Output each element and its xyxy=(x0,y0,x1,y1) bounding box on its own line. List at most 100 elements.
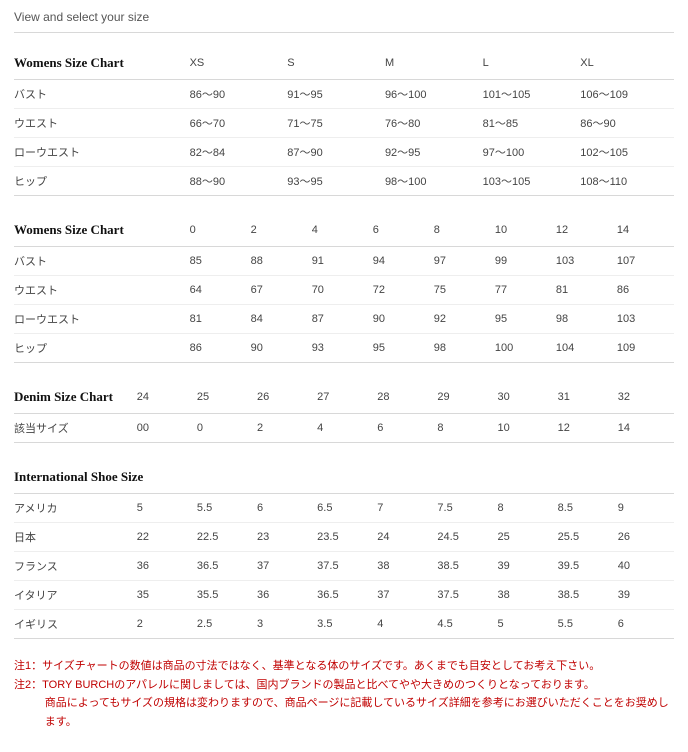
cell: 12 xyxy=(554,414,614,443)
cell: 14 xyxy=(614,414,674,443)
table-row: 該当サイズ0002468101214 xyxy=(14,414,674,443)
note-line: 注2：TORY BURCHのアパレルに関しましては、国内ブランドの製品と比べてや… xyxy=(14,676,674,695)
cell: 102〜105 xyxy=(576,138,674,167)
cell: 4 xyxy=(373,610,433,639)
cell: 39 xyxy=(614,581,674,610)
cell: 37 xyxy=(253,552,313,581)
cell: 77 xyxy=(491,276,552,305)
cell: 90 xyxy=(247,334,308,363)
cell: 6.5 xyxy=(313,494,373,523)
size-chart-table: Womens Size ChartXSSMLXLバスト86〜9091〜9596〜… xyxy=(14,47,674,196)
column-header: 8 xyxy=(430,214,491,247)
size-chart: International Shoe Sizeアメリカ55.566.577.58… xyxy=(14,461,674,639)
cell: 7.5 xyxy=(433,494,493,523)
cell: 99 xyxy=(491,247,552,276)
cell: 91 xyxy=(308,247,369,276)
chart-title: Denim Size Chart xyxy=(14,381,133,414)
cell: 64 xyxy=(186,276,247,305)
table-row: ヒップ8690939598100104109 xyxy=(14,334,674,363)
table-row: バスト86〜9091〜9596〜100101〜105106〜109 xyxy=(14,80,674,109)
cell: 86〜90 xyxy=(576,109,674,138)
cell: 87 xyxy=(308,305,369,334)
column-header: 30 xyxy=(494,381,554,414)
row-label: ローウエスト xyxy=(14,305,186,334)
size-chart: Womens Size Chart02468101214バスト858891949… xyxy=(14,214,674,363)
cell: 5.5 xyxy=(193,494,253,523)
note-line: 注1：サイズチャートの数値は商品の寸法ではなく、基準となる体のサイズです。あくま… xyxy=(14,657,674,676)
cell: 40 xyxy=(614,552,674,581)
table-row: ローウエスト82〜8487〜9092〜9597〜100102〜105 xyxy=(14,138,674,167)
row-label: 日本 xyxy=(14,523,133,552)
cell: 36 xyxy=(133,552,193,581)
cell: 38.5 xyxy=(554,581,614,610)
column-header: 32 xyxy=(614,381,674,414)
cell: 37.5 xyxy=(433,581,493,610)
column-header: 6 xyxy=(369,214,430,247)
cell: 5.5 xyxy=(554,610,614,639)
table-row: ウエスト66〜7071〜7576〜8081〜8586〜90 xyxy=(14,109,674,138)
cell: 6 xyxy=(614,610,674,639)
cell: 22.5 xyxy=(193,523,253,552)
notes: 注1：サイズチャートの数値は商品の寸法ではなく、基準となる体のサイズです。あくま… xyxy=(14,657,674,732)
cell: 76〜80 xyxy=(381,109,479,138)
note-line: 商品によってもサイズの規格は変わりますので、商品ページに記載しているサイズ詳細を… xyxy=(14,694,674,731)
cell: 94 xyxy=(369,247,430,276)
row-label: ヒップ xyxy=(14,167,186,196)
cell: 0 xyxy=(193,414,253,443)
table-row: アメリカ55.566.577.588.59 xyxy=(14,494,674,523)
cell: 95 xyxy=(491,305,552,334)
cell: 35 xyxy=(133,581,193,610)
column-header: 27 xyxy=(313,381,373,414)
cell: 96〜100 xyxy=(381,80,479,109)
cell: 39 xyxy=(494,552,554,581)
cell: 4.5 xyxy=(433,610,493,639)
cell: 2.5 xyxy=(193,610,253,639)
cell: 2 xyxy=(253,414,313,443)
table-row: ウエスト6467707275778186 xyxy=(14,276,674,305)
cell: 86〜90 xyxy=(186,80,284,109)
column-header: 31 xyxy=(554,381,614,414)
size-chart-table: Denim Size Chart242526272829303132該当サイズ0… xyxy=(14,381,674,443)
cell: 93 xyxy=(308,334,369,363)
cell: 106〜109 xyxy=(576,80,674,109)
cell: 81〜85 xyxy=(479,109,577,138)
column-header: XL xyxy=(576,47,674,80)
column-header: 25 xyxy=(193,381,253,414)
cell: 36.5 xyxy=(193,552,253,581)
cell: 70 xyxy=(308,276,369,305)
chart-title: Womens Size Chart xyxy=(14,47,186,80)
cell: 22 xyxy=(133,523,193,552)
cell: 84 xyxy=(247,305,308,334)
cell: 87〜90 xyxy=(283,138,381,167)
cell: 82〜84 xyxy=(186,138,284,167)
cell: 38 xyxy=(494,581,554,610)
cell: 3.5 xyxy=(313,610,373,639)
table-row: イタリア3535.53636.53737.53838.539 xyxy=(14,581,674,610)
cell: 98〜100 xyxy=(381,167,479,196)
cell: 72 xyxy=(369,276,430,305)
cell: 103〜105 xyxy=(479,167,577,196)
cell: 37 xyxy=(373,581,433,610)
row-label: ヒップ xyxy=(14,334,186,363)
column-header: 2 xyxy=(247,214,308,247)
cell: 90 xyxy=(369,305,430,334)
cell: 24.5 xyxy=(433,523,493,552)
cell: 98 xyxy=(430,334,491,363)
cell: 107 xyxy=(613,247,674,276)
size-chart-table: Womens Size Chart02468101214バスト858891949… xyxy=(14,214,674,363)
cell: 108〜110 xyxy=(576,167,674,196)
cell: 6 xyxy=(253,494,313,523)
cell: 9 xyxy=(614,494,674,523)
row-label: イギリス xyxy=(14,610,133,639)
cell: 98 xyxy=(552,305,613,334)
column-header: 12 xyxy=(552,214,613,247)
table-row: フランス3636.53737.53838.53939.540 xyxy=(14,552,674,581)
row-label: アメリカ xyxy=(14,494,133,523)
cell: 92 xyxy=(430,305,491,334)
column-header: 24 xyxy=(133,381,193,414)
table-row: 日本2222.52323.52424.52525.526 xyxy=(14,523,674,552)
row-label: ウエスト xyxy=(14,109,186,138)
cell: 25 xyxy=(494,523,554,552)
charts-host: Womens Size ChartXSSMLXLバスト86〜9091〜9596〜… xyxy=(14,47,674,639)
table-row: イギリス22.533.544.555.56 xyxy=(14,610,674,639)
